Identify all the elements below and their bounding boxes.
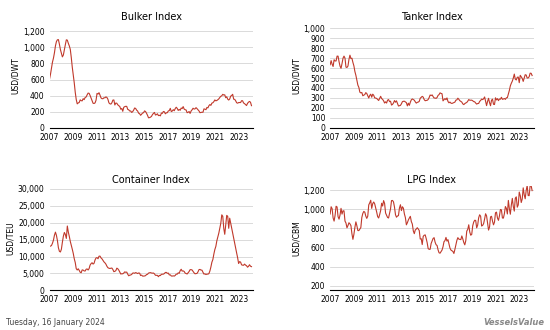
Title: Tanker Index: Tanker Index bbox=[401, 12, 463, 22]
Title: Bulker Index: Bulker Index bbox=[120, 12, 182, 22]
Text: VesselsValue: VesselsValue bbox=[483, 318, 544, 327]
Y-axis label: USD/CBM: USD/CBM bbox=[292, 220, 301, 256]
Text: Tuesday, 16 January 2024: Tuesday, 16 January 2024 bbox=[6, 318, 104, 327]
Title: Container Index: Container Index bbox=[112, 175, 190, 185]
Y-axis label: USD/TEU: USD/TEU bbox=[6, 221, 15, 255]
Y-axis label: USD/DWT: USD/DWT bbox=[11, 57, 20, 94]
Y-axis label: USD/DWT: USD/DWT bbox=[292, 57, 301, 94]
Title: LPG Index: LPG Index bbox=[408, 175, 456, 185]
